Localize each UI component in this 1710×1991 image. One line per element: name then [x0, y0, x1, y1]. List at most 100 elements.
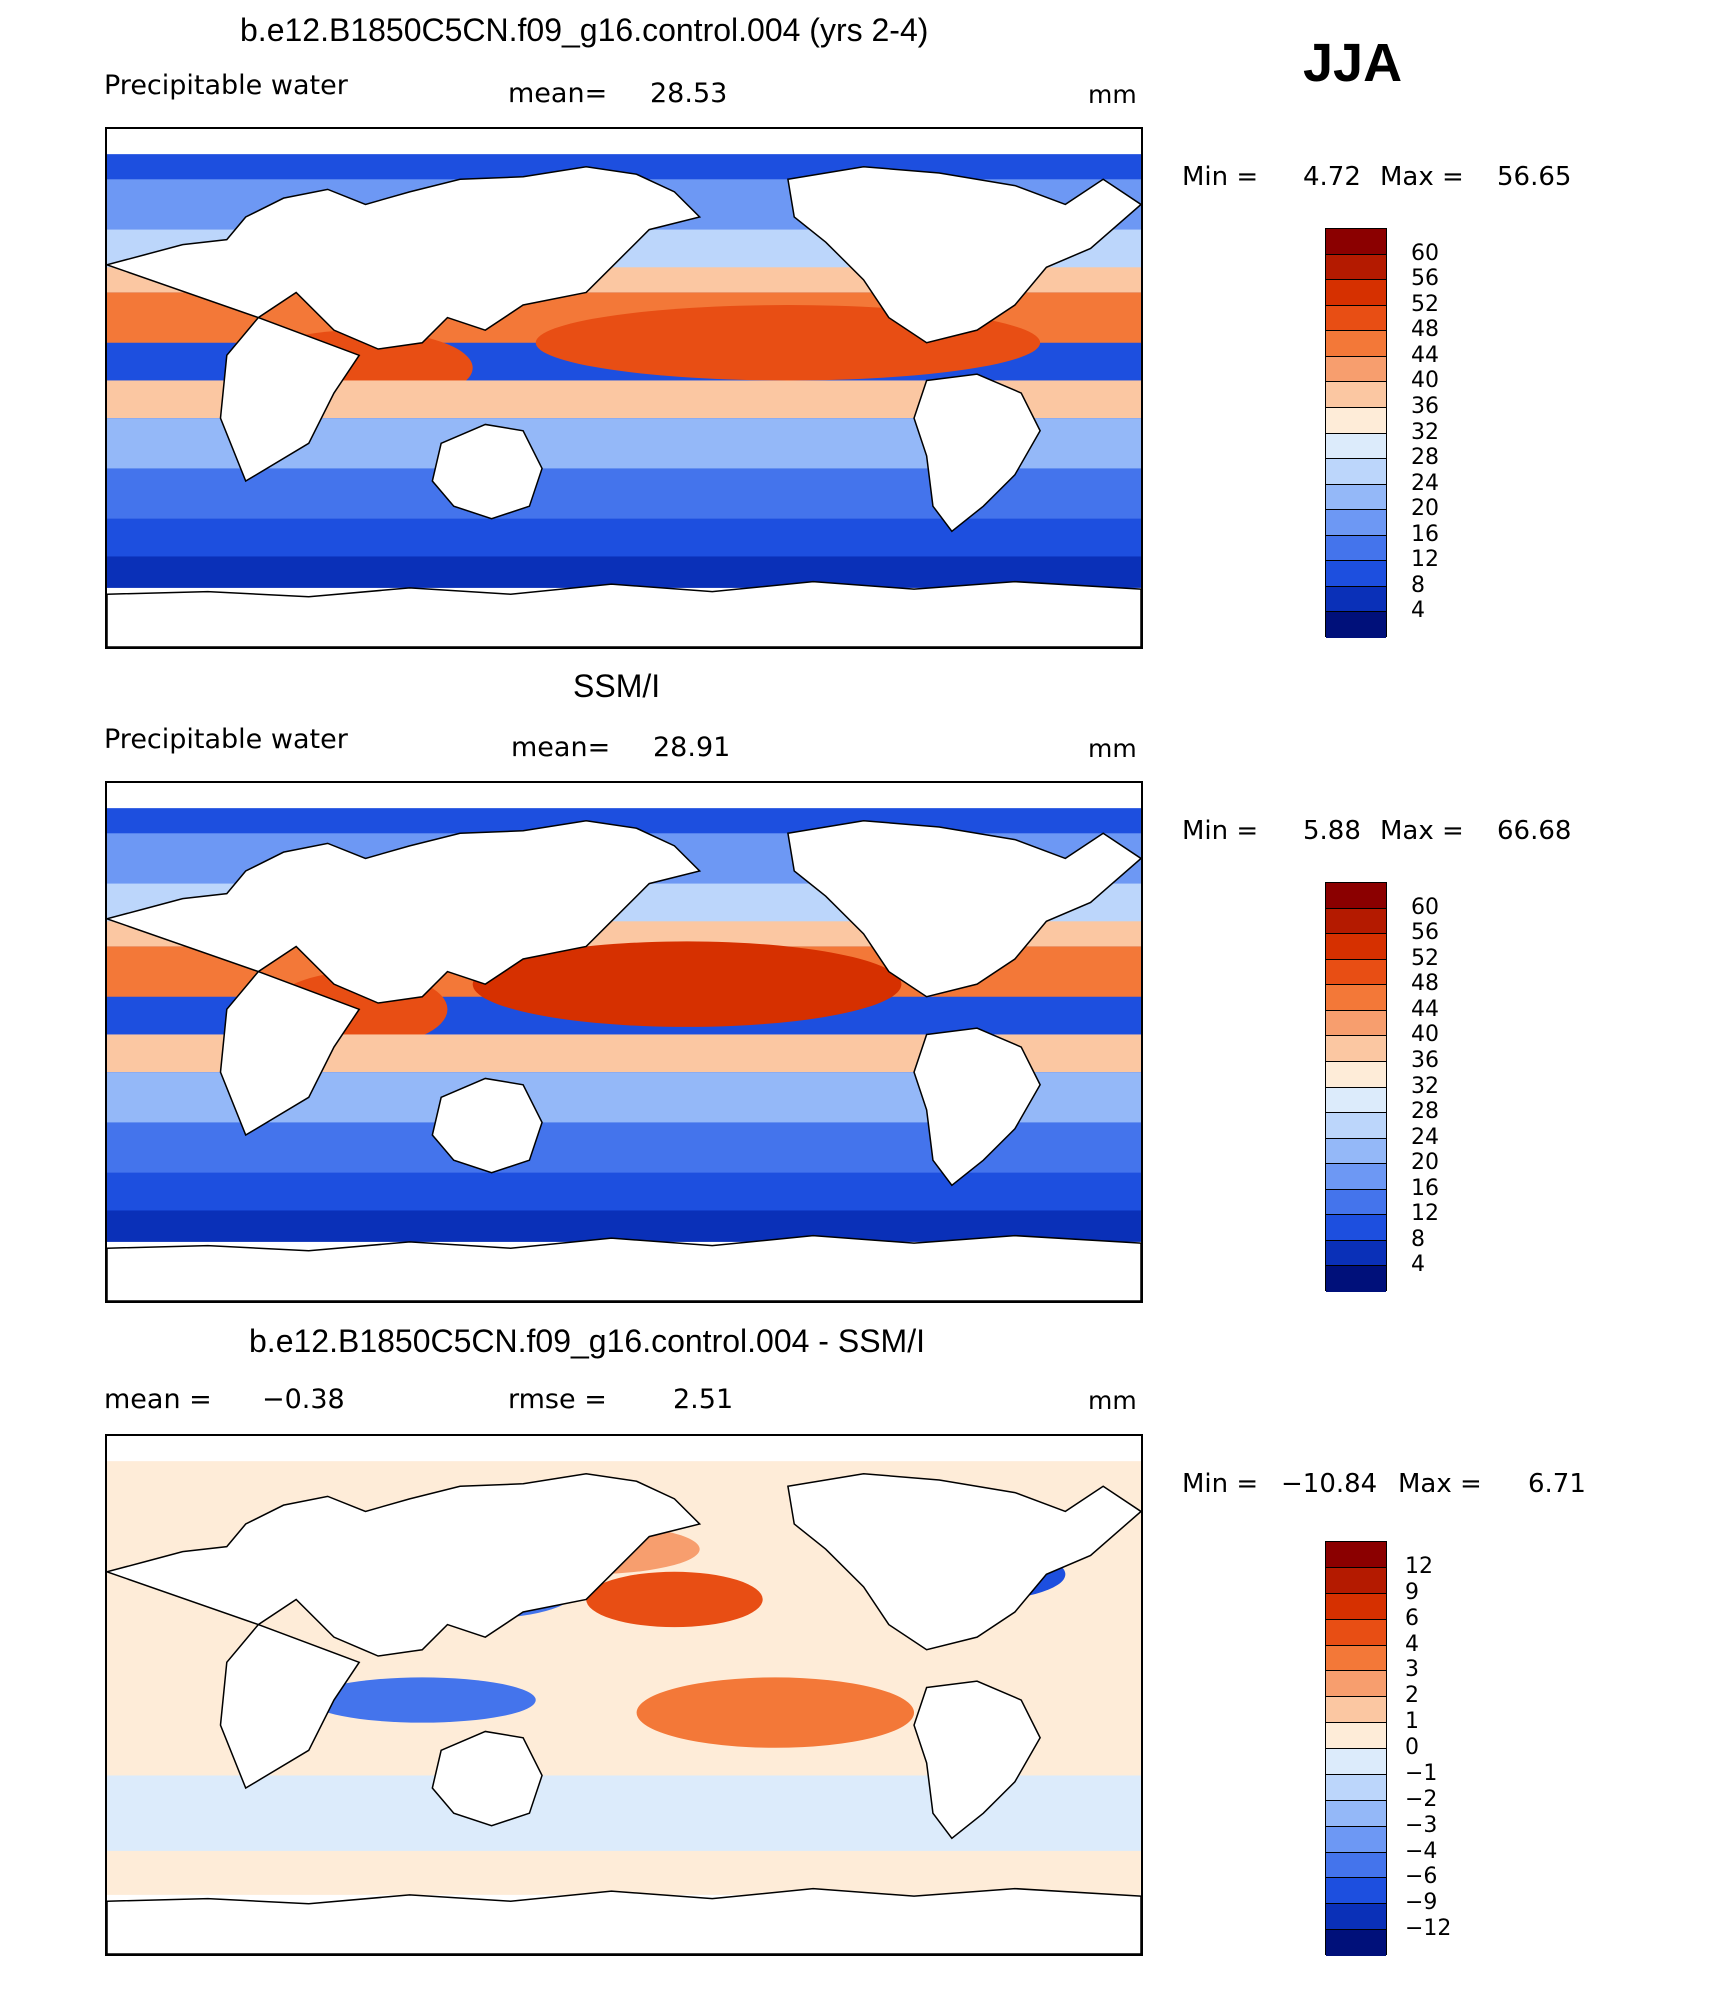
panel3-colorbar-swatch: [1326, 1749, 1386, 1775]
panel1-colorbar-tick-label: 32: [1411, 419, 1439, 445]
panel2-colorbar-swatch: [1326, 1138, 1386, 1165]
panel2-colorbar-tick-label: 28: [1411, 1099, 1439, 1125]
panel3-units: mm: [1088, 1386, 1137, 1415]
panel2-mean-value: 28.91: [653, 732, 731, 763]
panel2-colorbar-tick-label: 32: [1411, 1073, 1439, 1099]
panel3-colorbar-swatch: [1326, 1542, 1386, 1568]
panel1-colorbar-tick-label: 44: [1411, 342, 1439, 368]
panel3-colorbar-swatch: [1326, 1645, 1386, 1672]
panel3-mean-value: −0.38: [262, 1384, 345, 1415]
panel1-min-value: 4.72: [1303, 162, 1361, 192]
panel2-colorbar-tick-label: 12: [1411, 1201, 1439, 1227]
panel2-mean-label: mean=: [511, 732, 611, 763]
panel2-colorbar-swatch: [1326, 959, 1386, 986]
panel2-colorbar-swatch: [1326, 1113, 1386, 1139]
panel3-colorbar-tick-label: 3: [1405, 1657, 1419, 1683]
panel1-colorbar-tick-label: 20: [1411, 496, 1439, 522]
panel3-colorbar-swatch: [1326, 1800, 1386, 1827]
panel1-colorbar-tick-label: 12: [1411, 547, 1439, 573]
panel1-colorbar-swatch: [1326, 331, 1386, 357]
panel2-min-label: Min =: [1182, 816, 1259, 846]
panel2-units: mm: [1088, 734, 1137, 763]
panel2-colorbar-tick-label: 60: [1411, 894, 1439, 920]
panel3-rmse-label: rmse =: [508, 1384, 607, 1415]
panel2-colorbar-swatch: [1326, 1087, 1386, 1114]
panel1-colorbar-swatch: [1326, 433, 1386, 460]
panel3-colorbar-swatch: [1326, 1619, 1386, 1646]
panel3-colorbar-tick-label: −1: [1405, 1760, 1438, 1786]
panel3-colorbar-swatch: [1326, 1930, 1386, 1956]
panel3-colorbar-tick-label: −2: [1405, 1786, 1438, 1812]
panel1-title: b.e12.B1850C5CN.f09_g16.control.004 (yrs…: [240, 12, 929, 48]
panel2-colorbar-tick-label: 20: [1411, 1150, 1439, 1176]
season-label: JJA: [1303, 33, 1403, 93]
panel3-colorbar-swatch: [1326, 1723, 1386, 1749]
panel2-colorbar-swatch: [1326, 1266, 1386, 1292]
panel1-max-label: Max =: [1380, 162, 1464, 192]
panel2-title: SSM/I: [573, 668, 661, 704]
panel1-colorbar-swatch: [1326, 510, 1386, 536]
panel3-min-label: Min =: [1182, 1469, 1259, 1499]
panel1-colorbar-swatch: [1326, 305, 1386, 332]
panel1-colorbar-tick-label: 8: [1411, 572, 1425, 598]
panel3-colorbar-swatch: [1326, 1697, 1386, 1724]
panel3-colorbar-tick-label: 2: [1405, 1683, 1419, 1709]
panel2-colorbar-swatch: [1326, 1036, 1386, 1062]
panel2-colorbar-tick-label: 44: [1411, 996, 1439, 1022]
panel1-colorbar-swatch: [1326, 612, 1386, 638]
panel3-rmse-value: 2.51: [673, 1384, 734, 1415]
panel3-colorbar-tick-label: −6: [1405, 1864, 1438, 1890]
panel1-colorbar-swatch: [1326, 459, 1386, 485]
panel1-colorbar-tick-label: 28: [1411, 445, 1439, 471]
panel2-variable: Precipitable water: [104, 724, 348, 755]
panel1-colorbar-swatch: [1326, 229, 1386, 255]
panel1-colorbar-tick-label: 52: [1411, 291, 1439, 317]
panel3-colorbar-tick-label: −9: [1405, 1890, 1438, 1916]
panel1-colorbar-swatch: [1326, 484, 1386, 511]
panel3-colorbar-swatch: [1326, 1878, 1386, 1905]
panel3-colorbar-swatch: [1326, 1904, 1386, 1931]
panel2-map: [105, 781, 1143, 1303]
panel2-colorbar-tick-label: 24: [1411, 1124, 1439, 1150]
panel1-colorbar: [1325, 228, 1387, 638]
panel1-min-label: Min =: [1182, 162, 1259, 192]
panel3-colorbar-swatch: [1326, 1852, 1386, 1879]
panel3-colorbar-swatch: [1326, 1671, 1386, 1698]
panel3-colorbar-tick-label: 9: [1405, 1579, 1419, 1605]
panel2-colorbar-swatch: [1326, 908, 1386, 935]
panel3-colorbar-swatch: [1326, 1774, 1386, 1801]
panel1-colorbar-swatch: [1326, 356, 1386, 383]
panel2-colorbar-tick-label: 56: [1411, 920, 1439, 946]
panel2-colorbar-swatch: [1326, 1189, 1386, 1216]
panel1-colorbar-tick-label: 4: [1411, 598, 1425, 624]
panel2-colorbar-swatch: [1326, 1164, 1386, 1190]
panel2-colorbar-swatch: [1326, 1010, 1386, 1037]
panel3-colorbar-tick-label: −3: [1405, 1812, 1438, 1838]
panel1-colorbar-swatch: [1326, 586, 1386, 613]
panel2-min-value: 5.88: [1303, 816, 1361, 846]
panel1-colorbar-swatch: [1326, 407, 1386, 434]
panel2-colorbar-tick-label: 4: [1411, 1252, 1425, 1278]
panel1-map: [105, 127, 1143, 649]
panel1-colorbar-swatch: [1326, 382, 1386, 408]
panel3-min-value: −10.84: [1281, 1469, 1378, 1499]
panel1-max-value: 56.65: [1497, 162, 1572, 192]
panel2-colorbar-swatch: [1326, 1215, 1386, 1241]
panel1-mean-value: 28.53: [650, 78, 728, 109]
panel2-colorbar-swatch: [1326, 934, 1386, 960]
panel2-colorbar: [1325, 882, 1387, 1292]
panel2-colorbar-swatch: [1326, 985, 1386, 1011]
panel2-colorbar-tick-label: 48: [1411, 971, 1439, 997]
panel1-colorbar-tick-label: 60: [1411, 240, 1439, 266]
panel1-colorbar-tick-label: 36: [1411, 393, 1439, 419]
panel2-colorbar-tick-label: 52: [1411, 945, 1439, 971]
panel3-colorbar-tick-label: 12: [1405, 1553, 1433, 1579]
panel1-colorbar-swatch: [1326, 535, 1386, 562]
panel3-colorbar: [1325, 1541, 1387, 1956]
panel3-colorbar-swatch: [1326, 1567, 1386, 1594]
panel2-colorbar-tick-label: 16: [1411, 1175, 1439, 1201]
panel1-colorbar-swatch: [1326, 254, 1386, 281]
panel3-colorbar-tick-label: 6: [1405, 1605, 1419, 1631]
panel1-colorbar-tick-label: 40: [1411, 368, 1439, 394]
panel2-colorbar-tick-label: 36: [1411, 1047, 1439, 1073]
